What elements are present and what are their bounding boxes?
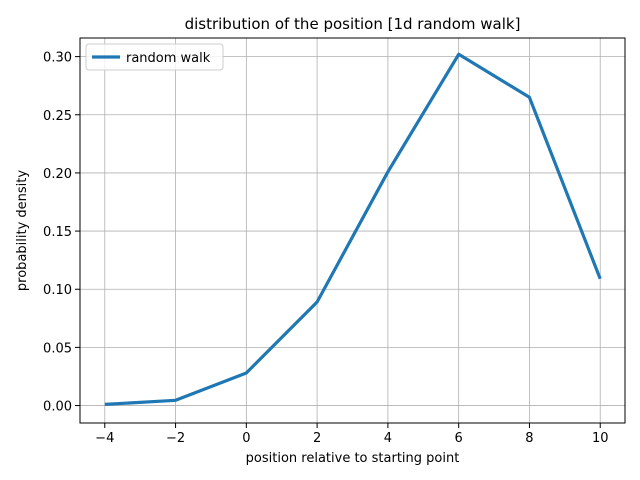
x-tick-label: −2 [166, 431, 185, 446]
x-tick-label: 8 [525, 431, 533, 446]
series-layer [104, 52, 602, 406]
chart-title: distribution of the position [1d random … [185, 15, 521, 33]
y-tick-label: 0.25 [43, 109, 72, 124]
x-tick-label: 0 [242, 431, 250, 446]
legend-box [85, 43, 224, 71]
y-tick-label: 0.30 [43, 51, 72, 66]
x-tick-label: −4 [95, 431, 114, 446]
x-tick-label: 4 [384, 431, 392, 446]
y-tick-label: 0.00 [43, 400, 72, 415]
series-line [104, 52, 602, 406]
plot-area [80, 38, 625, 423]
x-tick-label: 6 [455, 431, 463, 446]
grid [80, 38, 625, 423]
y-tick-label: 0.20 [43, 167, 72, 182]
y-tick-label: 0.05 [43, 341, 72, 356]
legend-label: random walk [126, 51, 211, 66]
y-tick-label: 0.10 [43, 283, 72, 298]
x-tick-label: 2 [313, 431, 321, 446]
y-axis-label: probability density [15, 170, 30, 291]
x-axis-label: position relative to starting point [246, 451, 460, 466]
plot-frame [79, 37, 626, 424]
x-axis: −4 −2 0 2 4 6 8 10 [95, 423, 609, 446]
legend: random walk [85, 43, 224, 71]
y-axis: 0.00 0.05 0.10 0.15 0.20 0.25 0.30 [43, 51, 80, 415]
x-tick-label: 10 [592, 431, 609, 446]
y-tick-label: 0.15 [43, 225, 72, 240]
